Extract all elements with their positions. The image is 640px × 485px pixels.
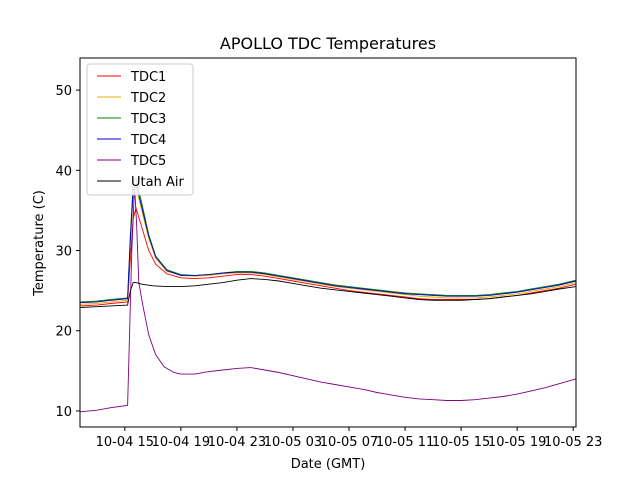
x-tick-label: 10-05 19 <box>488 435 546 450</box>
legend: TDC1 TDC2 TDC3 TDC4 TDC5 Utah Air <box>86 63 194 196</box>
legend-label: TDC2 <box>130 91 166 106</box>
legend-items: TDC1 TDC2 TDC3 TDC4 TDC5 Utah Air <box>97 70 184 190</box>
y-axis-ticks: 10 20 30 40 50 <box>55 84 80 420</box>
x-tick-label: 10-04 15 <box>96 435 154 450</box>
x-tick-label: 10-05 15 <box>432 435 490 450</box>
series-line-2 <box>79 184 577 305</box>
y-tick-label: 20 <box>55 325 72 340</box>
y-axis-label: Temperature (C) <box>32 190 47 297</box>
y-tick-label: 40 <box>55 164 72 179</box>
y-tick-label: 10 <box>55 405 72 420</box>
x-tick-label: 10-04 19 <box>152 435 210 450</box>
series-layer <box>79 177 577 413</box>
x-tick-label: 10-05 07 <box>320 435 378 450</box>
legend-label: TDC4 <box>130 133 166 148</box>
series-line-5 <box>79 186 577 413</box>
series-line-6 <box>79 278 577 308</box>
y-tick-label: 50 <box>55 84 72 99</box>
x-tick-label: 10-05 11 <box>376 435 434 450</box>
legend-label: Utah Air <box>131 175 184 190</box>
x-tick-label: 10-05 23 <box>544 435 602 450</box>
legend-label: TDC5 <box>130 154 166 169</box>
x-tick-label: 10-04 23 <box>208 435 266 450</box>
x-axis-label: Date (GMT) <box>291 457 366 472</box>
legend-label: TDC3 <box>130 112 166 127</box>
chart-title: APOLLO TDC Temperatures <box>220 34 436 53</box>
y-tick-label: 30 <box>55 245 72 260</box>
legend-label: TDC1 <box>130 70 166 85</box>
plot-frame <box>79 57 577 428</box>
x-tick-label: 10-05 03 <box>264 435 322 450</box>
